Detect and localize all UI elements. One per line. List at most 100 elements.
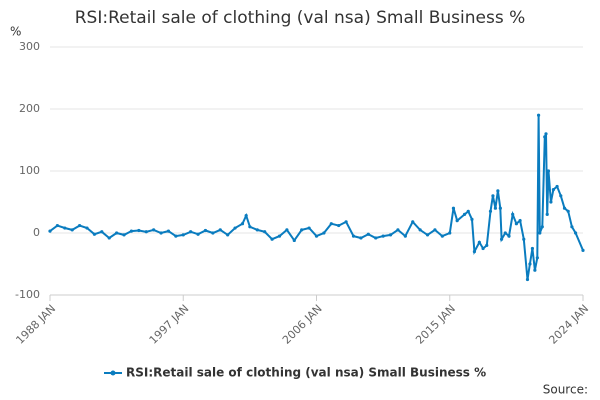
point [292,238,296,243]
point [570,225,574,229]
point [525,277,530,282]
point [403,234,407,238]
point [488,209,493,213]
point [285,228,289,232]
point [92,232,97,236]
point [496,189,500,193]
point [351,234,356,238]
point [418,228,422,232]
point [566,209,570,213]
legend-marker [110,370,116,376]
point [374,236,378,240]
point [396,228,400,232]
point [100,230,104,234]
series-line [49,115,584,280]
point [498,206,502,210]
point [196,232,200,236]
y-tick-label: 0 [33,226,40,239]
y-tick-label: 200 [19,102,40,115]
point [174,234,178,238]
point [448,231,452,235]
point [152,228,156,232]
point [129,229,134,233]
point [507,234,511,238]
point [263,230,267,234]
chart-title: RSI:Retail sale of clothing (val nsa) Sm… [75,8,526,28]
legend-label: RSI:Retail sale of clothing (val nsa) Sm… [126,366,486,380]
y-tick-label: 300 [19,40,40,53]
point [573,231,578,235]
point [559,194,563,198]
point [48,229,52,233]
point [166,229,171,233]
point [472,250,477,254]
point [218,228,222,232]
point [470,217,474,221]
point [551,188,555,192]
point [388,233,393,237]
point [329,222,333,226]
point [433,228,437,232]
point [518,219,522,223]
point [359,236,363,240]
point [78,223,82,228]
point [144,230,148,234]
point [344,220,348,224]
point [307,226,311,230]
point [522,237,526,241]
point [244,214,248,218]
x-tick-label: 2006 JAN [280,302,325,347]
point [451,206,456,210]
point [337,223,341,228]
point [411,220,415,224]
point [189,230,193,234]
point [85,226,89,230]
point [226,233,230,237]
point [533,268,537,272]
x-tick-label: 2024 JAN [546,302,591,347]
point [248,225,252,229]
point [115,231,119,235]
point [511,212,515,216]
point [491,194,495,198]
point [211,231,215,235]
point [477,240,481,244]
point [366,232,370,236]
point [63,226,67,230]
point [137,228,141,233]
point [233,226,237,230]
point [466,209,470,213]
point [440,234,444,238]
point [535,256,539,260]
point [455,219,459,223]
point [159,231,163,235]
source-label: Source: [543,383,588,397]
point [530,246,535,251]
point [543,135,547,139]
point [546,169,551,173]
point [538,231,542,235]
point [255,228,259,232]
x-tick-label: 1988 JAN [13,302,58,347]
point [545,212,549,216]
point [203,228,208,233]
point [499,237,504,241]
point [493,206,498,210]
point [581,248,585,252]
x-tick-label: 2015 JAN [413,302,458,347]
point [514,222,518,226]
point [425,233,430,237]
point [555,184,559,189]
point [122,233,126,237]
point [544,132,548,136]
point [107,236,111,240]
point [181,233,185,237]
point [503,231,507,235]
y-axis-label: % [10,25,21,39]
point [481,246,485,251]
y-tick-label: -100 [15,288,40,301]
point [562,206,567,210]
point [314,234,319,238]
point [462,212,467,216]
